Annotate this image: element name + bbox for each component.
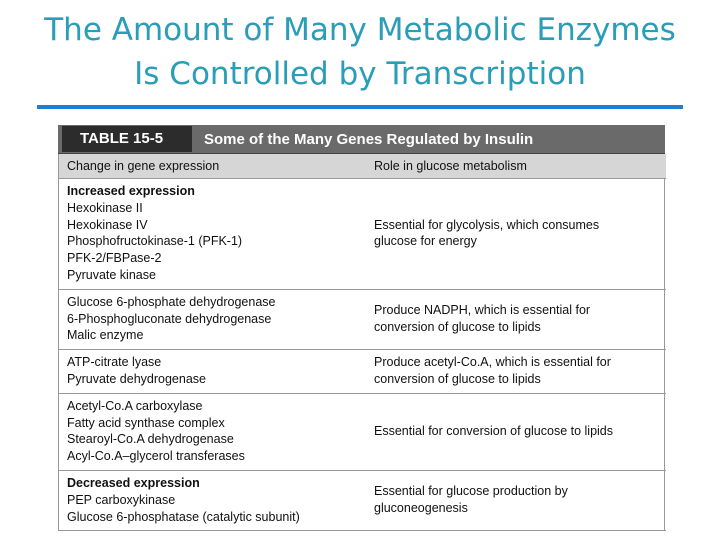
gene: ATP-citrate lyase	[67, 355, 162, 370]
table-frame: Change in gene expression Role in glucos…	[58, 154, 666, 532]
gene: Hexokinase II	[67, 200, 143, 215]
role-cell: Produce acetyl-Co.A, which is essential …	[360, 349, 666, 394]
gene: Fatty acid synthase complex	[67, 415, 225, 430]
gene: Stearoyl-Co.A dehydrogenase	[67, 432, 234, 447]
role-line: Essential for conversion of glucose to l…	[374, 423, 614, 438]
table-row: Decreased expression PEP carboxykinase Glu…	[59, 470, 666, 532]
gene: Glucose 6-phosphate dehydrogenase	[67, 294, 276, 309]
role-cell: Essential for glucose production by gluco…	[360, 470, 666, 532]
role-line: glucose for energy	[374, 234, 477, 249]
gene: Pyruvate dehydrogenase	[67, 371, 206, 386]
title: The Amount of Many Metabolic Enzymes Is C…	[0, 8, 720, 96]
column-header: Role in glucose metabolism	[360, 154, 666, 179]
row-heading: Increased expression	[67, 184, 195, 198]
role-cell: Essential for conversion of glucose to l…	[360, 393, 666, 471]
gene: 6-Phosphogluconate dehydrogenase	[67, 311, 272, 326]
role-line: Produce NADPH, which is essential for	[374, 303, 591, 318]
table: Change in gene expression Role in glucos…	[59, 154, 666, 532]
role-cell: Essential for glycolysis, which consumes…	[360, 178, 666, 290]
table-row: Acetyl-Co.A carboxylase Fatty acid syntha…	[59, 393, 666, 471]
gene: Acetyl-Co.A carboxylase	[67, 398, 203, 413]
table-caption-bar: TABLE 15-5 Some of the Many Genes Regula…	[58, 125, 665, 154]
table-row: ATP-citrate lyase Pyruvate dehydrogenase P…	[59, 349, 666, 394]
gene: Acyl-Co.A–glycerol transferases	[67, 449, 245, 464]
title-line: Is Controlled by Transcription	[134, 56, 586, 92]
title-line: The Amount of Many Metabolic Enzymes	[44, 12, 676, 48]
title-rule	[37, 105, 683, 109]
table-block: TABLE 15-5 Some of the Many Genes Regula…	[58, 125, 666, 532]
table-label: TABLE 15-5	[62, 126, 192, 152]
table-row: Glucose 6-phosphate dehydrogenase 6-Phosp…	[59, 289, 666, 351]
table-caption: Some of the Many Genes Regulated by Insu…	[204, 130, 534, 148]
gene-cell: Glucose 6-phosphate dehydrogenase 6-Phosp…	[59, 289, 360, 351]
gene: PEP carboxykinase	[67, 492, 176, 507]
gene-cell: Increased expression Hexokinase II Hexokin…	[59, 178, 360, 290]
gene: Pyruvate kinase	[67, 267, 156, 282]
role-line: conversion of glucose to lipids	[374, 319, 541, 334]
role-line: gluconeogenesis	[374, 501, 468, 516]
gene-cell: ATP-citrate lyase Pyruvate dehydrogenase	[59, 349, 360, 394]
gene-cell: Decreased expression PEP carboxykinase Glu…	[59, 470, 360, 532]
role-cell: Produce NADPH, which is essential for con…	[360, 289, 666, 351]
header-row: Change in gene expression Role in glucos…	[59, 154, 666, 179]
gene-cell: Acetyl-Co.A carboxylase Fatty acid syntha…	[59, 393, 360, 471]
role-line: conversion of glucose to lipids	[374, 371, 541, 386]
role-line: Essential for glycolysis, which consumes	[374, 217, 600, 232]
gene: Hexokinase IV	[67, 217, 148, 232]
column-header: Change in gene expression	[59, 154, 360, 179]
role-line: Produce acetyl-Co.A, which is essential …	[374, 355, 611, 370]
gene: Phosphofructokinase-1 (PFK-1)	[67, 234, 243, 249]
gene: Malic enzyme	[67, 328, 144, 343]
table-body: Increased expression Hexokinase II Hexokin…	[59, 178, 666, 532]
role-line: Essential for glucose production by	[374, 484, 568, 499]
table-row: Increased expression Hexokinase II Hexokin…	[59, 178, 666, 290]
gene: PFK-2/FBPase-2	[67, 251, 162, 266]
gene: Glucose 6-phosphatase (catalytic subunit…	[67, 509, 300, 524]
row-heading: Decreased expression	[67, 475, 200, 490]
